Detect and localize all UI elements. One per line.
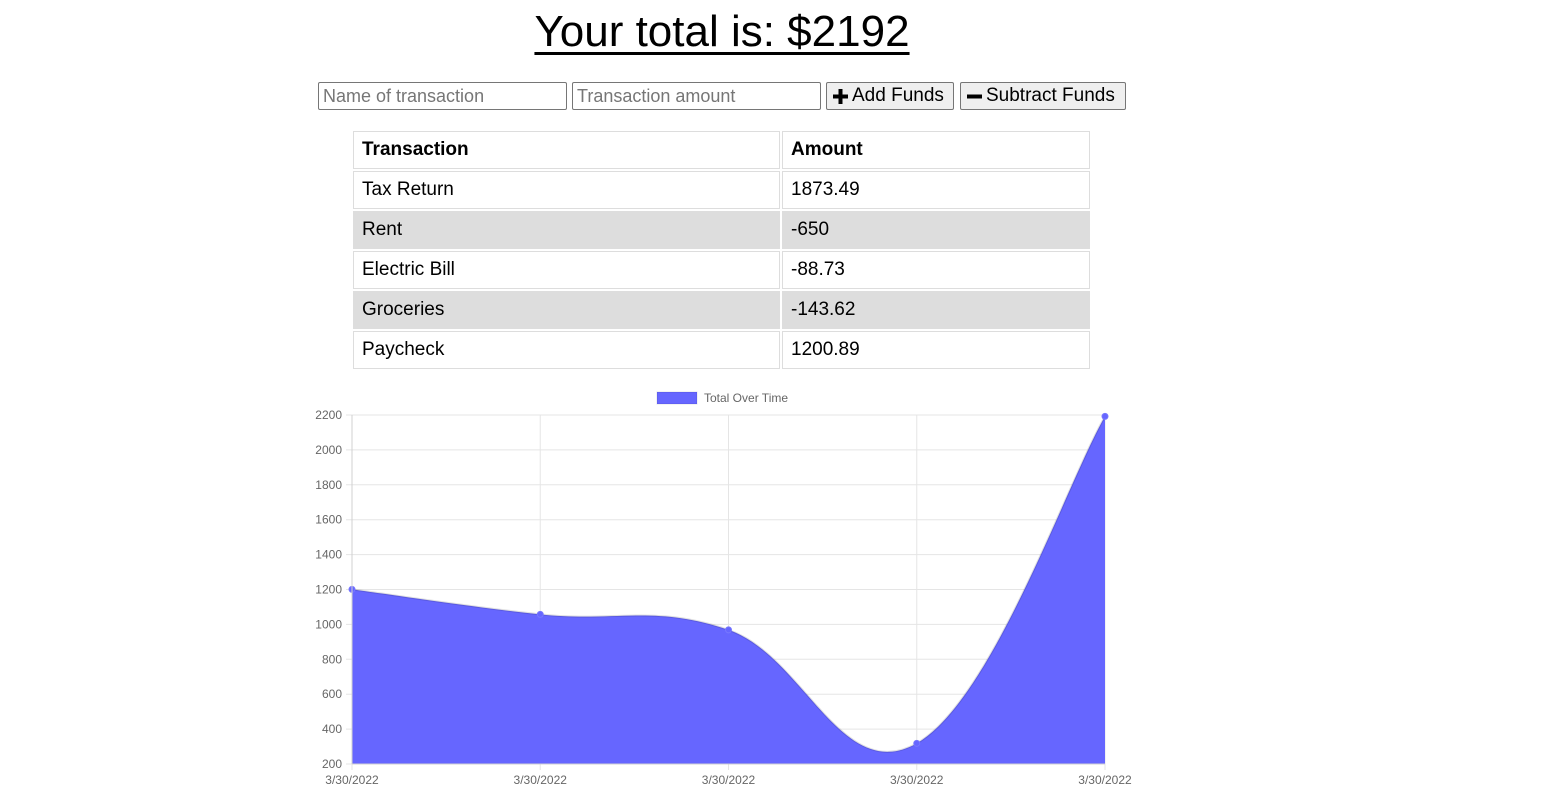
y-tick-label: 1400 bbox=[315, 548, 342, 562]
y-tick-label: 2000 bbox=[315, 443, 342, 457]
table-header-row: Transaction Amount bbox=[353, 131, 1090, 169]
x-tick-label: 3/30/2022 bbox=[325, 773, 379, 787]
transaction-amount-cell: 1200.89 bbox=[782, 331, 1090, 369]
y-tick-label: 2200 bbox=[315, 408, 342, 422]
data-point bbox=[536, 610, 544, 618]
transaction-amount-cell: -143.62 bbox=[782, 291, 1090, 329]
subtract-funds-label: Subtract Funds bbox=[986, 85, 1115, 106]
y-tick-label: 1600 bbox=[315, 513, 342, 527]
series-line bbox=[351, 415, 1106, 753]
transaction-amount-cell: -88.73 bbox=[782, 251, 1090, 289]
total-heading: Your total is: $2192 bbox=[534, 7, 910, 56]
y-tick-label: 1800 bbox=[315, 478, 342, 492]
transaction-amount-cell: 1873.49 bbox=[782, 171, 1090, 209]
transaction-amount-cell: -650 bbox=[782, 211, 1090, 249]
data-point bbox=[913, 739, 921, 747]
y-tick-label: 200 bbox=[322, 757, 342, 771]
add-funds-button[interactable]: Add Funds bbox=[826, 82, 954, 110]
y-tick-label: 600 bbox=[322, 687, 342, 701]
transaction-name-cell: Rent bbox=[353, 211, 780, 249]
x-tick-label: 3/30/2022 bbox=[890, 773, 944, 787]
x-tick-label: 3/30/2022 bbox=[1078, 773, 1132, 787]
transaction-name-input[interactable] bbox=[318, 82, 567, 110]
amount-column-header: Amount bbox=[782, 131, 1090, 169]
series-area bbox=[352, 416, 1105, 764]
x-tick-label: 3/30/2022 bbox=[702, 773, 756, 787]
transaction-amount-input[interactable] bbox=[572, 82, 821, 110]
x-tick-label: 3/30/2022 bbox=[514, 773, 568, 787]
plus-icon bbox=[833, 88, 848, 104]
table-row: Tax Return 1873.49 bbox=[353, 171, 1090, 209]
transactions-table: Transaction Amount Tax Return 1873.49 Re… bbox=[351, 129, 1092, 371]
legend-swatch bbox=[656, 391, 698, 405]
transaction-name-cell: Paycheck bbox=[353, 331, 780, 369]
y-tick-label: 400 bbox=[322, 722, 342, 736]
data-point bbox=[1101, 412, 1109, 420]
y-tick-label: 800 bbox=[322, 652, 342, 666]
transaction-name-cell: Groceries bbox=[353, 291, 780, 329]
y-tick-label: 1200 bbox=[315, 583, 342, 597]
table-row: Rent -650 bbox=[353, 211, 1090, 249]
legend-label: Total Over Time bbox=[704, 391, 788, 405]
transaction-column-header: Transaction bbox=[353, 131, 780, 169]
y-tick-label: 1000 bbox=[315, 617, 342, 631]
table-row: Paycheck 1200.89 bbox=[353, 331, 1090, 369]
minus-icon bbox=[967, 89, 982, 104]
add-funds-label: Add Funds bbox=[852, 85, 944, 106]
data-point bbox=[725, 626, 732, 634]
transaction-name-cell: Electric Bill bbox=[353, 251, 780, 289]
table-row: Electric Bill -88.73 bbox=[353, 251, 1090, 289]
total-over-time-chart: 200 400 600 800 1000 1200 1400 1600 1800 2000 2200… bbox=[315, 391, 1132, 787]
table-row: Groceries -143.62 bbox=[353, 291, 1090, 329]
transaction-name-cell: Tax Return bbox=[353, 171, 780, 209]
subtract-funds-button[interactable]: Subtract Funds bbox=[960, 82, 1126, 110]
